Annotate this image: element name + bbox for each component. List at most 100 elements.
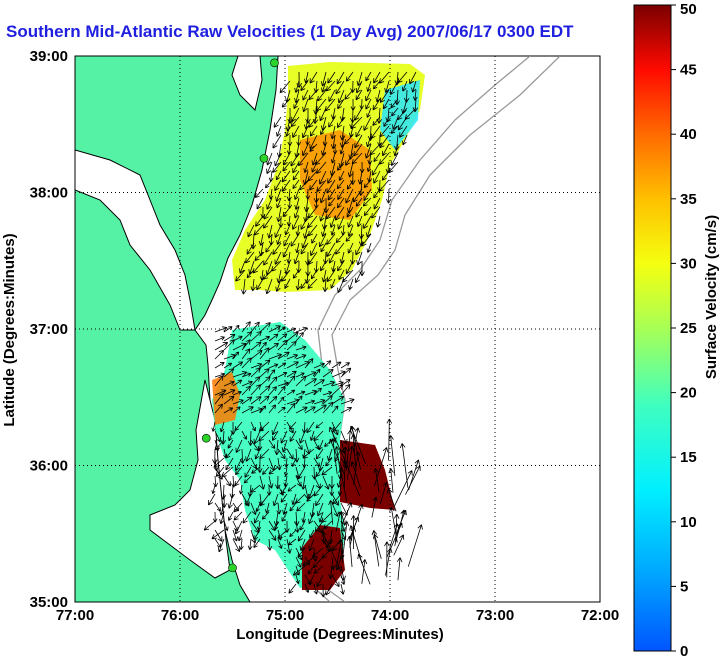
velocity-arrow xyxy=(265,242,273,253)
velocity-arrow xyxy=(320,260,327,272)
velocity-arrow xyxy=(235,457,243,471)
velocity-arrow xyxy=(405,465,421,495)
velocity-arrow xyxy=(283,466,289,477)
velocity-arrow xyxy=(396,557,403,581)
velocity-arrow xyxy=(309,430,315,441)
velocity-arrow xyxy=(336,161,345,171)
velocity-arrow xyxy=(384,541,390,578)
velocity-arrow xyxy=(286,361,299,369)
velocity-arrow xyxy=(307,170,318,182)
colorbar-tick-label: 20 xyxy=(680,385,697,402)
velocity-arrow xyxy=(272,242,282,255)
velocity-arrow xyxy=(307,206,318,219)
velocity-arrow xyxy=(308,251,318,265)
velocity-arrow xyxy=(361,559,368,584)
velocity-arrow xyxy=(281,269,291,282)
velocity-arrow xyxy=(313,583,319,595)
chesapeake-bay xyxy=(75,149,196,331)
velocity-arrow xyxy=(339,251,345,264)
velocity-arrow xyxy=(223,368,235,378)
velocity-arrow xyxy=(357,553,371,585)
velocity-arrow xyxy=(364,143,372,159)
velocity-arrow xyxy=(250,502,257,515)
velocity-arrow xyxy=(310,242,318,256)
velocity-arrow xyxy=(259,322,271,333)
velocity-arrow xyxy=(295,354,307,360)
velocity-arrow xyxy=(322,395,333,405)
velocity-arrow xyxy=(264,179,273,189)
velocity-arrow xyxy=(393,513,400,543)
velocity-arrow xyxy=(275,278,282,292)
velocity-arrow xyxy=(330,278,336,289)
velocity-arrow xyxy=(246,242,255,255)
velocity-arrow xyxy=(330,152,336,164)
colorbar-tick-label: 40 xyxy=(680,126,697,143)
velocity-arrow xyxy=(253,430,261,445)
velocity-arrow xyxy=(234,421,243,431)
velocity-arrow xyxy=(223,333,236,342)
velocity-arrow xyxy=(223,339,235,351)
velocity-arrow xyxy=(329,484,335,496)
velocity-arrow xyxy=(365,134,372,148)
velocity-arrow xyxy=(304,358,314,369)
velocity-arrow xyxy=(352,427,361,453)
velocity-arrow xyxy=(385,547,393,576)
velocity-arrow xyxy=(355,242,363,256)
velocity-arrow xyxy=(359,260,365,277)
velocity-arrow xyxy=(385,188,392,204)
velocity-arrow xyxy=(354,269,363,284)
velocity-arrow xyxy=(284,457,289,468)
velocity-arrow xyxy=(303,161,309,173)
velocity-arrow xyxy=(393,534,405,556)
velocity-arrow xyxy=(311,547,324,558)
velocity-arrow xyxy=(277,339,288,351)
velocity-arrow xyxy=(239,448,246,464)
velocity-arrow xyxy=(350,461,362,490)
velocity-arrow xyxy=(274,439,280,456)
velocity-arrow xyxy=(331,574,340,588)
velocity-arrow xyxy=(289,430,297,442)
velocity-arrow xyxy=(331,107,337,120)
velocity-arrow xyxy=(390,152,399,166)
velocity-arrow xyxy=(300,242,309,255)
velocity-arrow xyxy=(390,125,399,134)
velocity-arrow xyxy=(319,107,327,122)
velocity-arrow xyxy=(214,529,223,542)
velocity-arrow xyxy=(268,386,277,396)
velocity-arrow xyxy=(225,457,234,471)
velocity-arrow xyxy=(309,529,315,539)
velocity-arrow xyxy=(306,421,315,434)
velocity-arrow xyxy=(255,215,264,227)
velocity-arrow xyxy=(263,251,273,266)
velocity-arrow xyxy=(371,206,381,219)
velocity-arrow xyxy=(322,401,334,414)
velocity-arrow xyxy=(338,170,345,181)
velocity-arrow xyxy=(326,269,336,283)
velocity-arrow xyxy=(295,406,308,414)
velocity-arrow xyxy=(337,116,345,129)
velocity-arrow xyxy=(232,379,243,387)
velocity-arrow xyxy=(383,116,390,127)
velocity-arrow xyxy=(241,339,251,351)
velocity-arrow xyxy=(311,233,318,244)
velocity-arrow xyxy=(325,80,336,92)
velocity-arrow xyxy=(345,152,354,166)
velocity-arrow xyxy=(382,143,390,157)
velocity-arrow xyxy=(304,399,316,405)
y-tick-label: 36:00 xyxy=(30,458,68,475)
velocity-arrow xyxy=(276,197,282,209)
velocity-arrow xyxy=(399,443,409,488)
velocity-arrow xyxy=(365,71,372,82)
velocity-arrow xyxy=(234,466,243,476)
velocity-arrow xyxy=(366,80,372,92)
velocity-arrow xyxy=(289,529,297,538)
velocity-arrow xyxy=(285,125,291,137)
velocity-arrow xyxy=(223,475,231,487)
velocity-arrow xyxy=(292,565,306,576)
velocity-arrow xyxy=(411,80,417,93)
velocity-arrow xyxy=(274,251,282,265)
velocity-arrow xyxy=(313,484,324,497)
velocity-arrow xyxy=(354,107,363,121)
velocity-arrow xyxy=(301,143,309,157)
velocity-arrow xyxy=(214,430,221,443)
